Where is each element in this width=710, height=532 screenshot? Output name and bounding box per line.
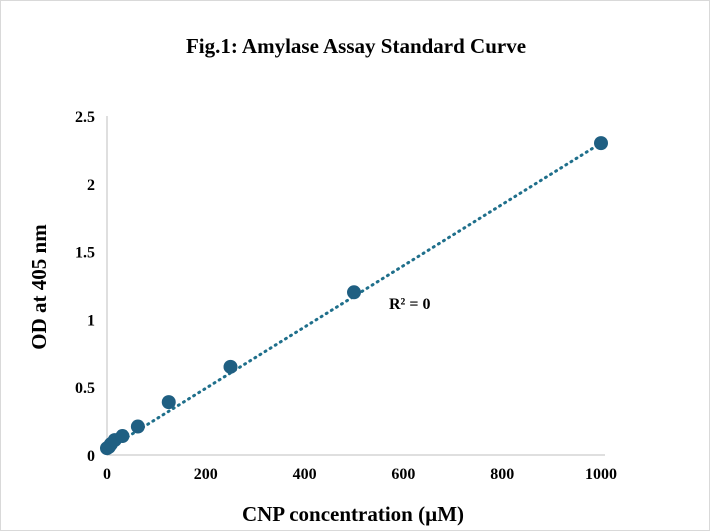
x-tick-labels: 0 200 400 600 800 1000	[103, 466, 617, 483]
data-point	[347, 285, 361, 300]
x-tick-label: 0	[103, 466, 111, 483]
data-point	[130, 419, 145, 434]
y-tick-label: 1	[87, 312, 95, 329]
data-point	[115, 429, 130, 444]
y-axis-title: OD at 405 nm	[27, 224, 51, 350]
x-axis-title: CNP concentration (µM)	[242, 502, 464, 526]
y-tick-labels: 0 0.5 1 1.5 2 2.5	[75, 109, 95, 465]
x-tick-label: 200	[194, 466, 218, 483]
data-point	[161, 395, 176, 410]
y-tick-label: 0.5	[75, 380, 95, 397]
x-tick-label: 600	[391, 466, 415, 483]
data-point	[594, 136, 608, 151]
x-tick-label: 400	[293, 466, 317, 483]
data-point	[223, 359, 238, 374]
chart-title: Fig.1: Amylase Assay Standard Curve	[186, 34, 526, 58]
y-tick-label: 1.5	[75, 245, 95, 262]
axes	[106, 116, 605, 456]
trendline	[105, 141, 603, 452]
y-tick-label: 0	[87, 448, 95, 465]
x-tick-label: 1000	[585, 466, 617, 483]
data-points	[100, 136, 608, 456]
y-tick-label: 2.5	[75, 109, 95, 126]
y-tick-label: 2	[87, 177, 95, 194]
x-tick-label: 800	[490, 466, 514, 483]
r-squared-annotation: R² = 0	[389, 296, 430, 313]
